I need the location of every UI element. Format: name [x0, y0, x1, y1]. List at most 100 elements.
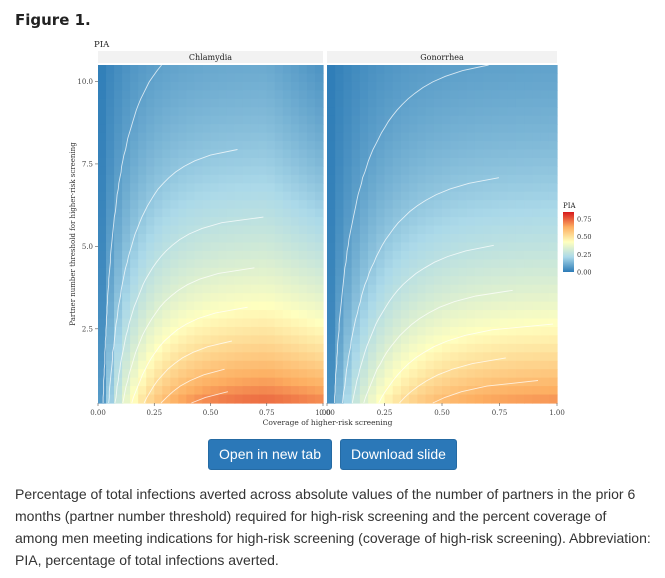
heat-cell [122, 149, 131, 159]
heat-cell [335, 335, 345, 345]
heat-cell [274, 267, 284, 277]
heat-cell [532, 386, 542, 396]
heat-cell [258, 200, 268, 210]
download-slide-button[interactable]: Download slide [340, 439, 457, 470]
heat-cell [210, 360, 220, 370]
heat-cell [524, 191, 533, 201]
heat-cell [194, 250, 204, 260]
heat-cell [306, 65, 316, 75]
heat-cell [122, 293, 131, 303]
heat-cell [442, 90, 451, 100]
open-in-new-tab-button[interactable]: Open in new tab [208, 439, 332, 470]
heat-cell [138, 183, 147, 193]
heat-cell [384, 284, 394, 294]
heat-cell [515, 360, 525, 370]
heat-cell [409, 208, 418, 218]
heat-cell [154, 183, 163, 193]
heat-cell [98, 326, 107, 336]
heat-cell [186, 115, 196, 125]
heat-cell [376, 234, 386, 244]
heat-cell [417, 293, 427, 303]
heat-cell [138, 386, 147, 396]
heat-cell [417, 141, 427, 151]
heat-cell [532, 107, 542, 117]
heat-cell [359, 234, 369, 244]
heat-cell [282, 369, 292, 379]
heat-cell [202, 225, 212, 235]
heat-cell [258, 242, 268, 252]
heat-cell [146, 65, 155, 75]
heat-cell [282, 183, 292, 193]
heat-cell [425, 217, 435, 227]
heat-cell [327, 259, 336, 269]
heat-cell [170, 310, 179, 320]
heat-cell [170, 250, 179, 260]
heat-cell [400, 394, 410, 404]
heat-cell [450, 335, 460, 345]
heat-cell [540, 141, 550, 151]
heat-cell [122, 90, 131, 100]
heat-cell [458, 377, 468, 387]
heat-cell [368, 191, 377, 201]
heat-cell [425, 124, 435, 134]
heat-cell [242, 293, 252, 303]
heat-cell [474, 65, 484, 75]
heat-cell [162, 377, 171, 387]
heat-cell [266, 200, 276, 210]
heat-cell [106, 90, 115, 100]
heat-cell [314, 284, 324, 294]
heat-cell [515, 284, 525, 294]
heat-cell [274, 225, 284, 235]
heat-cell [130, 267, 139, 277]
heat-cell [368, 250, 377, 260]
heat-cell [417, 98, 427, 108]
contour-line [122, 267, 255, 404]
heat-cell [359, 141, 369, 151]
heat-cell [290, 242, 300, 252]
heat-cell [458, 293, 468, 303]
heat-cell [343, 65, 353, 75]
heat-cell [290, 284, 300, 294]
heat-cell [327, 276, 336, 286]
heat-cell [146, 98, 155, 108]
heat-cell [298, 343, 308, 353]
heat-cell [122, 115, 131, 125]
heat-cell [202, 73, 212, 83]
heat-cell [515, 225, 525, 235]
heat-cell [368, 225, 377, 235]
heat-cell [466, 318, 476, 328]
heat-cell [359, 115, 369, 125]
heat-cell [130, 242, 139, 252]
heat-cell [474, 217, 484, 227]
heat-cell [442, 284, 451, 294]
heat-cell [154, 149, 163, 159]
heat-cell [335, 132, 345, 142]
heat-cell [178, 310, 187, 320]
legend-tick-label: 0.00 [577, 269, 591, 277]
heat-cell [130, 166, 139, 176]
heat-cell [507, 352, 517, 362]
heat-cell [417, 107, 427, 117]
heat-cell [98, 318, 107, 328]
heat-cell [106, 335, 115, 345]
heat-cell [122, 132, 131, 142]
heat-cell [234, 149, 244, 159]
heat-cell [202, 183, 212, 193]
heat-cell [250, 335, 260, 345]
heat-cell [384, 73, 394, 83]
heat-cell [290, 208, 300, 218]
heat-cell [392, 234, 402, 244]
heat-cell [226, 318, 236, 328]
heat-cell [409, 369, 418, 379]
heat-cell [499, 293, 509, 303]
heat-cell [409, 98, 418, 108]
heat-cell [491, 200, 501, 210]
heat-cell [400, 225, 410, 235]
y-tick-label: 2.5 [82, 325, 93, 333]
heat-cell [186, 225, 196, 235]
heat-cell [162, 318, 171, 328]
heat-cell [359, 369, 369, 379]
heat-cell [384, 352, 394, 362]
heat-cell [162, 394, 171, 404]
